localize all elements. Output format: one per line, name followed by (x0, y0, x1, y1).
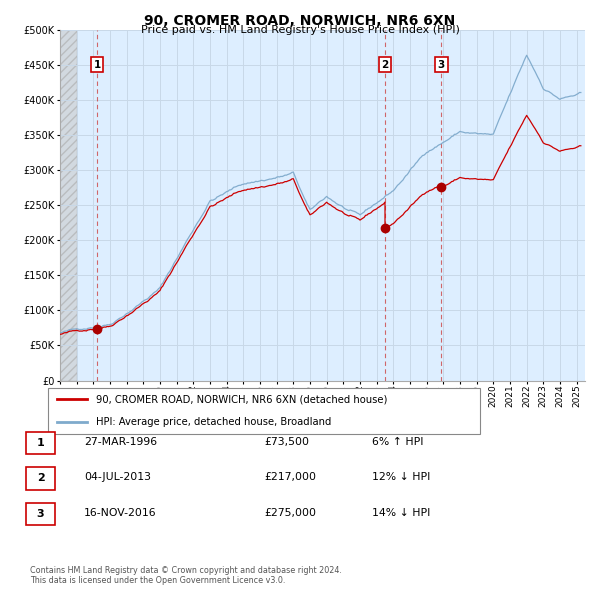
Text: HPI: Average price, detached house, Broadland: HPI: Average price, detached house, Broa… (95, 417, 331, 427)
Bar (26, 467, 55, 490)
Text: 1: 1 (37, 438, 44, 448)
Text: £217,000: £217,000 (264, 473, 316, 482)
Text: 90, CROMER ROAD, NORWICH, NR6 6XN: 90, CROMER ROAD, NORWICH, NR6 6XN (145, 14, 455, 28)
Text: 27-MAR-1996: 27-MAR-1996 (84, 437, 157, 447)
Text: Price paid vs. HM Land Registry's House Price Index (HPI): Price paid vs. HM Land Registry's House … (140, 25, 460, 35)
Text: £73,500: £73,500 (264, 437, 309, 447)
Bar (26, 432, 55, 454)
Text: 6% ↑ HPI: 6% ↑ HPI (372, 437, 424, 447)
Text: 14% ↓ HPI: 14% ↓ HPI (372, 508, 430, 517)
Text: 04-JUL-2013: 04-JUL-2013 (84, 473, 151, 482)
Bar (60, 30, 77, 381)
Text: 2: 2 (382, 60, 389, 70)
Text: 2: 2 (37, 474, 44, 483)
Text: £275,000: £275,000 (264, 508, 316, 517)
Text: 12% ↓ HPI: 12% ↓ HPI (372, 473, 430, 482)
Text: 90, CROMER ROAD, NORWICH, NR6 6XN (detached house): 90, CROMER ROAD, NORWICH, NR6 6XN (detac… (95, 394, 387, 404)
Text: 3: 3 (438, 60, 445, 70)
Bar (26, 503, 55, 525)
Text: 1: 1 (94, 60, 101, 70)
Text: 16-NOV-2016: 16-NOV-2016 (84, 508, 157, 517)
Text: 3: 3 (37, 509, 44, 519)
Text: Contains HM Land Registry data © Crown copyright and database right 2024.
This d: Contains HM Land Registry data © Crown c… (30, 566, 342, 585)
